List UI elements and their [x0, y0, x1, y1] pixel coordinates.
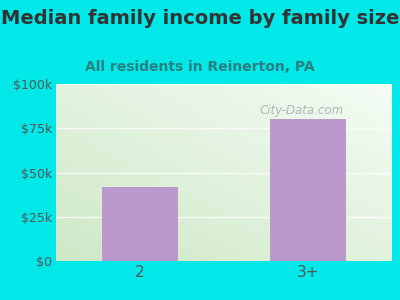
Text: City-Data.com: City-Data.com [259, 104, 343, 117]
Text: Median family income by family size: Median family income by family size [1, 9, 399, 28]
Text: All residents in Reinerton, PA: All residents in Reinerton, PA [85, 60, 315, 74]
Bar [102, 187, 178, 261]
Bar [270, 119, 346, 261]
